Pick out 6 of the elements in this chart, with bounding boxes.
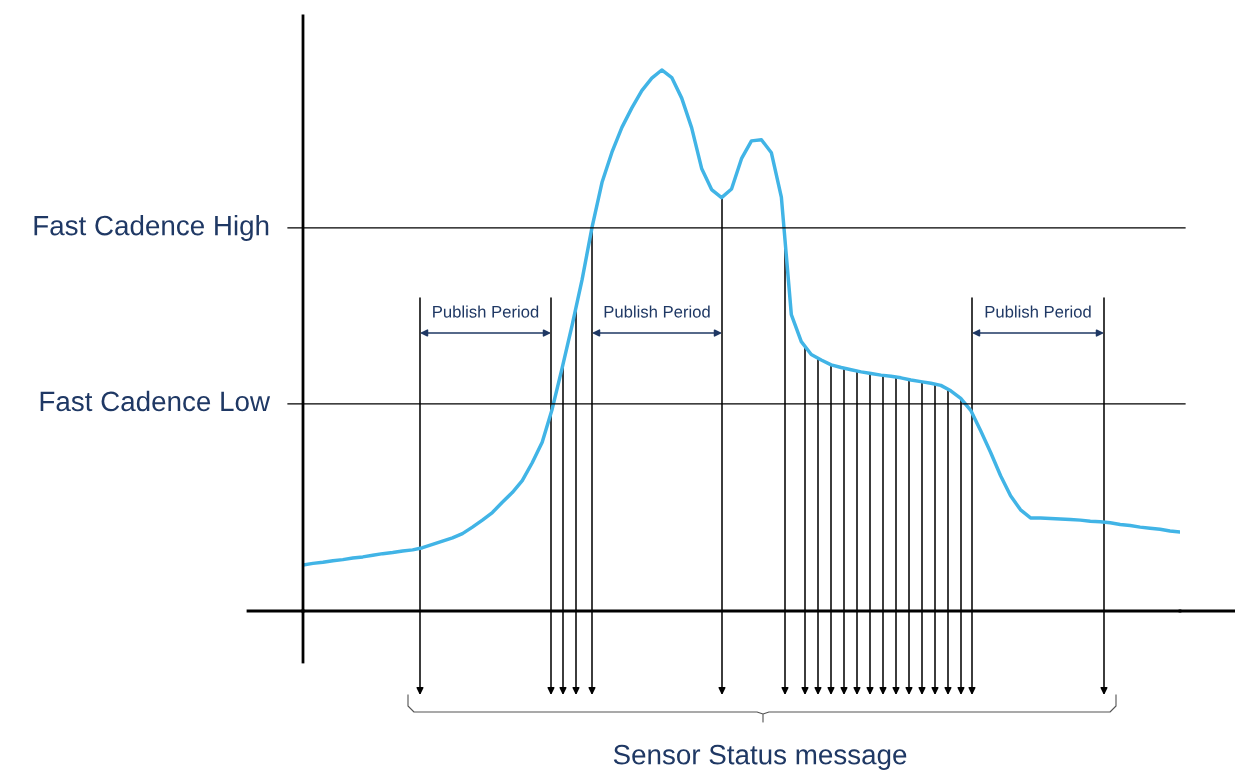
text: Sensor Status message	[613, 744, 907, 770]
ref-line-label: Fast Cadence High	[34, 215, 269, 241]
ref-line-label: Fast Cadence Low	[40, 390, 271, 412]
annotation: Publish Period	[985, 305, 1091, 318]
annotation: Publish Period	[433, 305, 539, 318]
annotation: Publish Period	[604, 305, 710, 318]
